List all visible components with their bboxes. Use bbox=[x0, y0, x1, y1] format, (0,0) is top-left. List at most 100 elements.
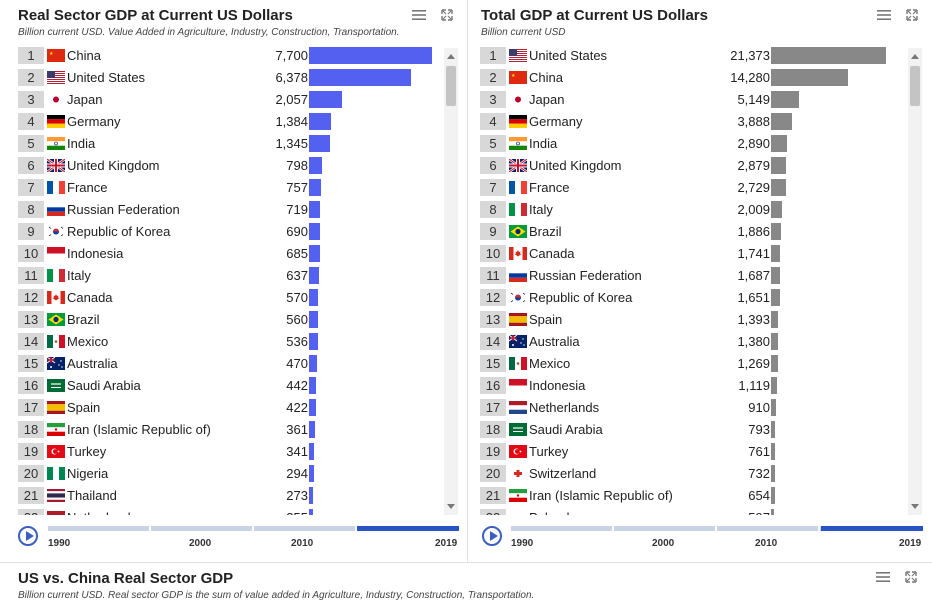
gdp-value: 597 bbox=[748, 509, 770, 515]
hamburger-menu-icon[interactable] bbox=[411, 8, 427, 22]
flag-sa-icon bbox=[47, 379, 65, 392]
list-item[interactable]: 17 Spain 422 bbox=[0, 397, 440, 419]
list-item[interactable]: 19 Turkey 761 bbox=[462, 441, 902, 463]
expand-icon[interactable] bbox=[903, 570, 919, 584]
panel-toolbar bbox=[411, 8, 455, 22]
list-item[interactable]: 4 Germany 1,384 bbox=[0, 111, 440, 133]
gdp-value: 361 bbox=[286, 422, 308, 437]
list-item[interactable]: 7 France 757 bbox=[0, 177, 440, 199]
flag-in-icon bbox=[47, 137, 65, 150]
country-name: Germany bbox=[529, 114, 583, 129]
scrollbar-thumb[interactable] bbox=[910, 66, 920, 106]
list-item[interactable]: 16 Saudi Arabia 442 bbox=[0, 375, 440, 397]
gdp-bar bbox=[309, 465, 314, 482]
gdp-bar bbox=[771, 113, 792, 130]
list-item[interactable]: 12 Republic of Korea 1,651 bbox=[462, 287, 902, 309]
list-item[interactable]: 7 France 2,729 bbox=[462, 177, 902, 199]
list-item[interactable]: 20 Switzerland 732 bbox=[462, 463, 902, 485]
list-item[interactable]: 4 Germany 3,888 bbox=[462, 111, 902, 133]
scrollbar-thumb[interactable] bbox=[446, 66, 456, 106]
list-item[interactable]: 2 United States 6,378 bbox=[0, 67, 440, 89]
list-item[interactable]: 1 United States 21,373 bbox=[462, 45, 902, 67]
gdp-bar bbox=[771, 91, 799, 108]
gdp-value: 1,119 bbox=[738, 378, 770, 393]
list-item[interactable]: 12 Canada 570 bbox=[0, 287, 440, 309]
country-name: Germany bbox=[67, 114, 121, 129]
list-item[interactable]: 10 Indonesia 685 bbox=[0, 243, 440, 265]
list-item[interactable]: 14 Mexico 536 bbox=[0, 331, 440, 353]
gdp-bar bbox=[771, 509, 774, 515]
gdp-bar bbox=[309, 311, 318, 328]
rank-badge: 17 bbox=[18, 399, 44, 416]
list-item[interactable]: 6 United Kingdom 2,879 bbox=[462, 155, 902, 177]
list-item[interactable]: 18 Iran (Islamic Republic of) 361 bbox=[0, 419, 440, 441]
flag-gb-icon bbox=[47, 159, 65, 172]
list-item[interactable]: 16 Indonesia 1,119 bbox=[462, 375, 902, 397]
flag-nl-icon bbox=[509, 401, 527, 414]
country-name: Italy bbox=[529, 202, 553, 217]
timeline-slider[interactable] bbox=[48, 526, 459, 531]
list-item[interactable]: 22 Poland 597 bbox=[462, 507, 902, 515]
flag-it-icon bbox=[509, 203, 527, 216]
list-item[interactable]: 13 Brazil 560 bbox=[0, 309, 440, 331]
flag-sa-icon bbox=[509, 423, 527, 436]
list-item[interactable]: 21 Iran (Islamic Republic of) 654 bbox=[462, 485, 902, 507]
list-item[interactable]: 8 Russian Federation 719 bbox=[0, 199, 440, 221]
country-name: Nigeria bbox=[67, 466, 109, 481]
hamburger-menu-icon[interactable] bbox=[876, 8, 892, 22]
rank-badge: 9 bbox=[18, 223, 44, 240]
gdp-value: 2,890 bbox=[737, 136, 770, 151]
gdp-value: 7,700 bbox=[275, 48, 308, 63]
list-item[interactable]: 20 Nigeria 294 bbox=[0, 463, 440, 485]
expand-icon[interactable] bbox=[439, 8, 455, 22]
gdp-bar bbox=[309, 355, 317, 372]
list-item[interactable]: 1 ★ China 7,700 bbox=[0, 45, 440, 67]
gdp-bar bbox=[309, 333, 318, 350]
list-item[interactable]: 18 Saudi Arabia 793 bbox=[462, 419, 902, 441]
list-item[interactable]: 8 Italy 2,009 bbox=[462, 199, 902, 221]
list-item[interactable]: 11 Russian Federation 1,687 bbox=[462, 265, 902, 287]
list-item[interactable]: 15 Mexico 1,269 bbox=[462, 353, 902, 375]
gdp-value: 570 bbox=[286, 290, 308, 305]
list-item[interactable]: 22 Netherlands 255 bbox=[0, 507, 440, 515]
list-item[interactable]: 9 Republic of Korea 690 bbox=[0, 221, 440, 243]
scrollbar[interactable] bbox=[444, 48, 458, 515]
list-item[interactable]: 3 Japan 5,149 bbox=[462, 89, 902, 111]
gdp-value: 690 bbox=[286, 224, 308, 239]
rank-badge: 10 bbox=[480, 245, 506, 262]
list-item[interactable]: 6 United Kingdom 798 bbox=[0, 155, 440, 177]
expand-icon[interactable] bbox=[904, 8, 920, 22]
gdp-bar bbox=[771, 355, 778, 372]
list-item[interactable]: 13 Spain 1,393 bbox=[462, 309, 902, 331]
play-icon[interactable] bbox=[18, 526, 38, 546]
list-item[interactable]: 17 Netherlands 910 bbox=[462, 397, 902, 419]
list-item[interactable]: 10 Canada 1,741 bbox=[462, 243, 902, 265]
scroll-down-arrow-icon[interactable] bbox=[447, 504, 455, 509]
gdp-value: 1,687 bbox=[737, 268, 770, 283]
list-item[interactable]: 15 Australia 470 bbox=[0, 353, 440, 375]
list-item[interactable]: 11 Italy 637 bbox=[0, 265, 440, 287]
list-item[interactable]: 5 India 2,890 bbox=[462, 133, 902, 155]
list-item[interactable]: 21 Thailand 273 bbox=[0, 485, 440, 507]
country-name: France bbox=[529, 180, 570, 195]
gdp-bar bbox=[309, 135, 330, 152]
flag-mx-icon bbox=[47, 335, 65, 348]
gdp-value: 2,729 bbox=[737, 180, 770, 195]
list-item[interactable]: 14 Australia 1,380 bbox=[462, 331, 902, 353]
rank-badge: 4 bbox=[18, 113, 44, 130]
country-ranking-list: 1 United States 21,373 2 ★ China 14,280 3 Japan 5… bbox=[462, 45, 902, 515]
timeline-slider[interactable] bbox=[511, 526, 923, 531]
list-item[interactable]: 2 ★ China 14,280 bbox=[462, 67, 902, 89]
play-icon[interactable] bbox=[482, 526, 502, 546]
scroll-up-arrow-icon[interactable] bbox=[447, 54, 455, 59]
list-item[interactable]: 19 Turkey 341 bbox=[0, 441, 440, 463]
list-item[interactable]: 9 Brazil 1,886 bbox=[462, 221, 902, 243]
scroll-up-arrow-icon[interactable] bbox=[911, 54, 919, 59]
country-name: Russian Federation bbox=[529, 268, 642, 283]
scroll-down-arrow-icon[interactable] bbox=[911, 504, 919, 509]
flag-tr-icon bbox=[509, 445, 527, 458]
hamburger-menu-icon[interactable] bbox=[875, 570, 891, 584]
list-item[interactable]: 5 India 1,345 bbox=[0, 133, 440, 155]
scrollbar[interactable] bbox=[908, 48, 922, 515]
list-item[interactable]: 3 Japan 2,057 bbox=[0, 89, 440, 111]
